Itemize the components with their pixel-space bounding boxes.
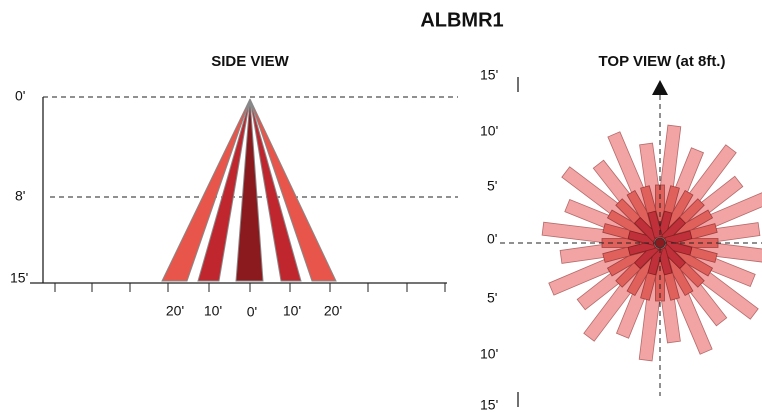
arrow — [652, 80, 668, 95]
wedge — [249, 98, 337, 282]
width-label: 10' — [204, 303, 222, 319]
width-label: 20' — [166, 303, 184, 319]
ray — [633, 216, 660, 243]
wedge — [197, 98, 251, 282]
ray — [660, 243, 687, 270]
top-view: TOP VIEW (at 8ft.) 15' 10' 5' 0' 5' 10' … — [480, 53, 762, 412]
distance-label: 0' — [487, 231, 497, 247]
distance-label: 5' — [487, 178, 497, 194]
sensor — [654, 237, 666, 249]
wedge — [249, 98, 302, 282]
ray — [660, 216, 687, 243]
depth-label: 8' — [15, 188, 25, 204]
side-view-title: SIDE VIEW — [211, 53, 289, 70]
coverage-pattern — [541, 124, 762, 362]
width-label: 20' — [324, 303, 342, 319]
depth-label: 0' — [15, 88, 25, 104]
ray — [633, 243, 660, 270]
distance-label: 15' — [480, 67, 498, 83]
side-view: SIDE VIEW 0' 8' 15' 20' 10' 0' 10' 20' — [10, 53, 458, 320]
wedge — [235, 98, 264, 282]
top-view-title: TOP VIEW (at 8ft.) — [599, 53, 726, 70]
width-label: 10' — [283, 303, 301, 319]
ticks — [54, 283, 446, 292]
wedge — [161, 98, 251, 282]
distance-label: 10' — [480, 123, 498, 139]
depth-label: 15' — [10, 270, 28, 286]
title: ALBMR1 — [420, 9, 503, 31]
width-label: 0' — [247, 304, 257, 320]
distance-label: 5' — [487, 290, 497, 306]
ray — [647, 210, 663, 239]
distance-label: 15' — [480, 397, 498, 412]
distance-label: 10' — [480, 346, 498, 362]
